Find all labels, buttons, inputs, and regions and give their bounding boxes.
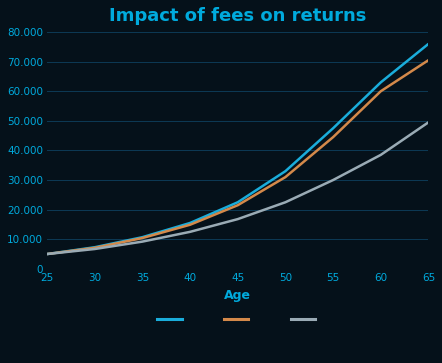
High fee <box>187 230 193 234</box>
Line: No fee: No fee <box>47 44 428 254</box>
Low fee <box>92 246 97 250</box>
No fee <box>235 200 240 204</box>
No fee <box>426 42 431 46</box>
Low fee <box>187 223 193 227</box>
No fee <box>331 126 336 130</box>
High fee <box>378 153 383 157</box>
High fee <box>283 200 288 204</box>
High fee <box>426 120 431 125</box>
No fee <box>283 169 288 174</box>
Line: Low fee: Low fee <box>47 60 428 254</box>
Title: Impact of fees on returns: Impact of fees on returns <box>109 7 366 25</box>
Line: High fee: High fee <box>47 122 428 254</box>
No fee <box>92 245 97 249</box>
Legend: , , : , , <box>153 311 323 330</box>
Low fee <box>283 175 288 179</box>
No fee <box>187 221 193 225</box>
No fee <box>140 235 145 239</box>
X-axis label: Age: Age <box>224 289 251 302</box>
No fee <box>378 80 383 85</box>
High fee <box>331 178 336 182</box>
High fee <box>235 217 240 221</box>
High fee <box>92 247 97 251</box>
Low fee <box>140 236 145 240</box>
No fee <box>45 252 50 256</box>
Low fee <box>235 203 240 207</box>
Low fee <box>45 252 50 256</box>
Low fee <box>378 89 383 93</box>
Low fee <box>426 58 431 62</box>
High fee <box>140 240 145 244</box>
Low fee <box>331 135 336 139</box>
High fee <box>45 252 50 256</box>
